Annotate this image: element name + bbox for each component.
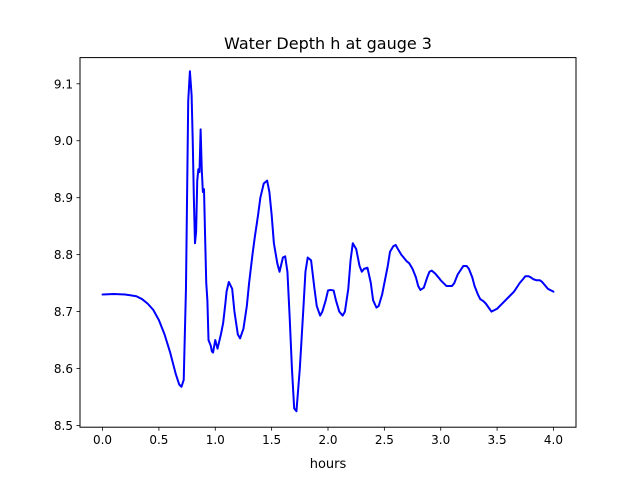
series-line-1 (101, 70, 555, 413)
x-tick-label: 1.5 (262, 433, 281, 447)
y-tick-label: 9.0 (54, 134, 73, 148)
y-tick-label: 9.1 (54, 77, 73, 91)
x-tick-label: 0.0 (93, 433, 112, 447)
y-axis: 8.5 8.6 8.7 8.8 8.9 9.0 9.1 (54, 77, 80, 433)
x-axis-label: hours (310, 457, 347, 472)
x-tick-label: 2.0 (318, 433, 337, 447)
plot-layer (101, 70, 555, 413)
y-tick-label: 8.5 (54, 419, 73, 433)
y-tick-label: 8.7 (54, 305, 73, 319)
x-tick-label: 3.0 (431, 433, 450, 447)
x-tick-label: 1.0 (206, 433, 225, 447)
y-tick-label: 8.6 (54, 362, 73, 376)
x-tick-label: 3.5 (488, 433, 507, 447)
y-tick-label: 8.9 (54, 191, 73, 205)
x-tick-label: 0.5 (149, 433, 168, 447)
chart-title: Water Depth h at gauge 3 (224, 34, 432, 53)
y-tick-label: 8.8 (54, 248, 73, 262)
x-tick-label: 2.5 (375, 433, 394, 447)
x-axis: 0.0 0.5 1.0 1.5 2.0 2.5 3.0 3.5 4.0 (93, 427, 563, 447)
x-tick-label: 4.0 (544, 433, 563, 447)
